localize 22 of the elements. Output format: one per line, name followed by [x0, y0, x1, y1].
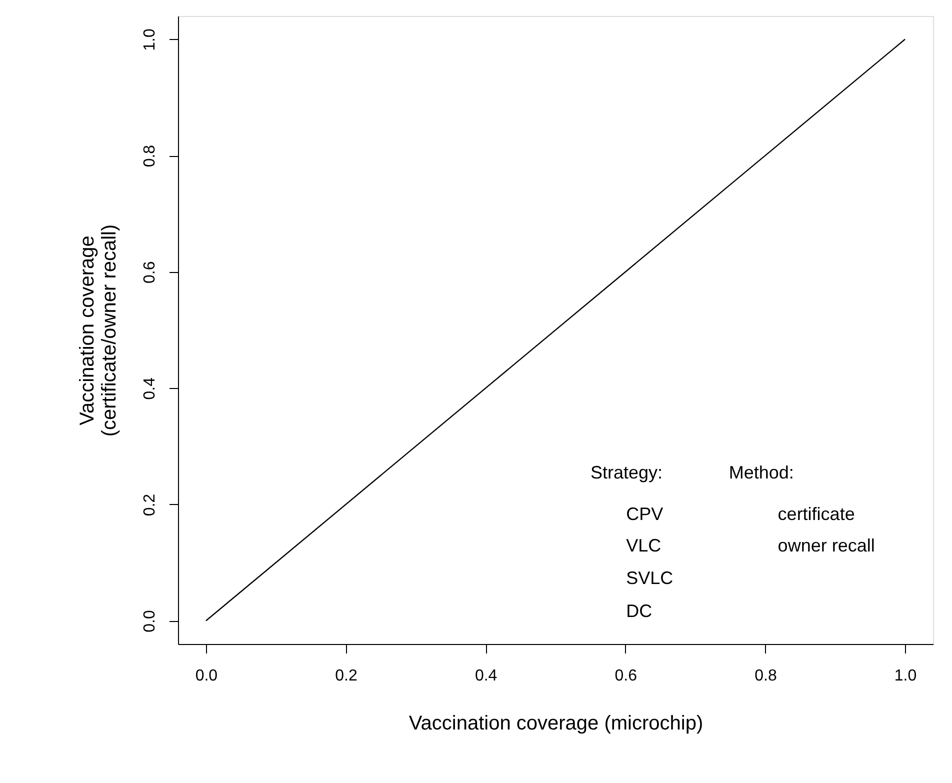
annotation: VLC — [626, 535, 662, 556]
annotation: certificate — [778, 504, 855, 524]
y-axis-title: Vaccination coverage (certificate/owner recall) — [76, 224, 120, 437]
y-tick-label: 0.0 — [142, 610, 158, 632]
x-tick-label: 1.0 — [894, 668, 917, 684]
x-tick-label: 0.0 — [195, 668, 218, 684]
y-tick-label: 1.0 — [142, 28, 158, 51]
x-tick-label: 0.6 — [614, 668, 638, 684]
y-tick-label: 0.2 — [142, 494, 158, 516]
y-tick-label: 0.6 — [142, 261, 158, 284]
y-tick-label: 0.8 — [142, 144, 158, 168]
annotation: owner recall — [778, 535, 875, 556]
x-axis-title: Vaccination coverage (microchip) — [408, 712, 704, 734]
x-tick-label: 0.8 — [754, 668, 777, 684]
annotation: CPV — [626, 504, 664, 524]
annotation: DC — [626, 601, 652, 622]
annotation: SVLC — [626, 568, 674, 588]
annotation: Strategy: — [590, 462, 662, 483]
annotation: Method: — [728, 462, 794, 483]
x-tick-label: 0.2 — [335, 668, 358, 684]
x-tick-label: 0.4 — [474, 668, 498, 684]
y-tick-label: 0.4 — [142, 377, 158, 400]
